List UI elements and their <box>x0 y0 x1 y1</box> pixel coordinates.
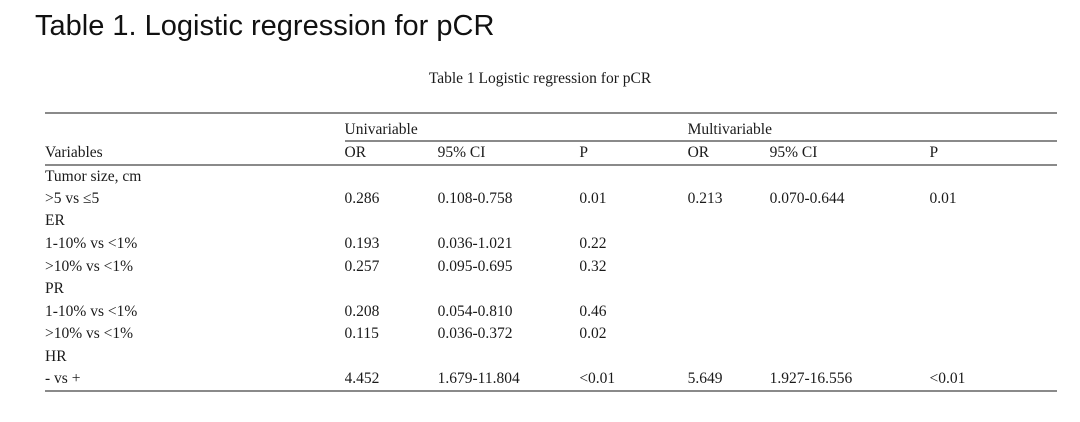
p-univariable-cell: 0.46 <box>579 302 607 320</box>
p-univariable-cell <box>579 278 687 301</box>
or-multivariable-cell <box>688 255 770 278</box>
or-multivariable-cell <box>688 165 770 188</box>
p-univariable-cell: 0.02 <box>579 325 607 343</box>
ci-univariable-cell: 0.054-0.810 <box>437 302 513 320</box>
ci-multivariable-cell <box>770 346 930 369</box>
or-multivariable-cell <box>688 323 770 346</box>
column-header-or-univariable: OR <box>344 141 438 166</box>
table-row: HR <box>45 346 1057 369</box>
group-header-row: Univariable Multivariable <box>45 113 1057 142</box>
or-univariable-cell <box>345 165 438 188</box>
or-univariable-cell: 0.193 <box>344 235 380 253</box>
column-header-row: Variables OR 95% CI P OR 95% CI P <box>45 141 1057 166</box>
ci-multivariable-cell: 1.927-16.556 <box>769 368 930 392</box>
ci-univariable-cell <box>438 210 580 233</box>
p-univariable-cell <box>579 210 687 233</box>
column-header-p-multivariable: P <box>929 141 1057 166</box>
ci-multivariable-cell <box>770 255 930 278</box>
variable-label-cell: ER <box>45 212 65 230</box>
ci-univariable-cell: 0.108-0.758 <box>437 189 513 207</box>
or-univariable-cell <box>345 346 438 369</box>
ci-multivariable-cell <box>770 278 930 301</box>
p-multivariable-cell <box>929 323 1057 346</box>
group-header-spacer <box>45 113 345 141</box>
or-univariable-cell: 0.208 <box>344 302 380 320</box>
variable-label-cell: >10% vs <1% <box>45 257 134 275</box>
variable-label-cell: Tumor size, cm <box>45 167 142 185</box>
ci-multivariable-cell <box>770 210 930 233</box>
column-header-ci-multivariable: 95% CI <box>769 141 930 166</box>
ci-univariable-cell: 0.095-0.695 <box>437 257 513 275</box>
column-header-p-univariable: P <box>579 141 688 166</box>
p-multivariable-cell <box>929 233 1057 256</box>
p-univariable-cell: <0.01 <box>579 368 688 392</box>
variable-label-cell: >5 vs ≤5 <box>45 189 100 207</box>
variable-label-cell: 1-10% vs <1% <box>45 302 138 320</box>
table-caption: Table 1 Logistic regression for pCR <box>428 70 652 87</box>
regression-table-container: Univariable Multivariable Variables OR 9… <box>45 112 1057 392</box>
ci-multivariable-cell <box>770 233 930 256</box>
or-multivariable-cell: 5.649 <box>687 368 770 392</box>
ci-univariable-cell: 0.036-1.021 <box>437 235 513 253</box>
table-row: >5 vs ≤5 0.286 0.108-0.758 0.01 0.213 0.… <box>45 188 1057 211</box>
or-multivariable-cell <box>688 233 770 256</box>
table-row: >10% vs <1% 0.257 0.095-0.695 0.32 <box>45 255 1057 278</box>
ci-univariable-cell <box>438 165 580 188</box>
column-header-or-multivariable: OR <box>687 141 770 166</box>
table-row: PR <box>45 278 1057 301</box>
ci-multivariable-cell: 0.070-0.644 <box>769 189 845 207</box>
p-multivariable-cell <box>929 278 1057 301</box>
ci-univariable-cell: 1.679-11.804 <box>437 368 580 392</box>
group-header-multivariable: Multivariable <box>687 113 1057 142</box>
ci-univariable-cell <box>438 346 580 369</box>
p-multivariable-cell <box>929 165 1057 188</box>
p-multivariable-cell <box>929 255 1057 278</box>
or-univariable-cell <box>345 278 438 301</box>
p-multivariable-cell: 0.01 <box>929 189 957 207</box>
or-multivariable-cell <box>688 301 770 324</box>
ci-univariable-cell <box>438 278 580 301</box>
or-multivariable-cell <box>688 278 770 301</box>
logistic-regression-table: Univariable Multivariable Variables OR 9… <box>45 112 1057 392</box>
variable-label-cell: HR <box>45 348 67 366</box>
variable-label-cell: PR <box>45 280 64 298</box>
p-univariable-cell <box>579 346 687 369</box>
variable-label-cell: - vs + <box>45 368 345 392</box>
or-multivariable-cell <box>688 346 770 369</box>
ci-multivariable-cell <box>770 165 930 188</box>
table-row: 1-10% vs <1% 0.208 0.054-0.810 0.46 <box>45 301 1057 324</box>
variable-label-cell: >10% vs <1% <box>45 325 134 343</box>
page-title: Table 1. Logistic regression for pCR <box>35 10 495 42</box>
column-header-ci-univariable: 95% CI <box>437 141 580 166</box>
or-multivariable-cell <box>688 210 770 233</box>
table-row: 1-10% vs <1% 0.193 0.036-1.021 0.22 <box>45 233 1057 256</box>
table-row: Tumor size, cm <box>45 165 1057 188</box>
group-header-univariable: Univariable <box>344 113 688 142</box>
table-row: ER <box>45 210 1057 233</box>
or-univariable-cell: 0.286 <box>344 189 380 207</box>
table-row: - vs + 4.452 1.679-11.804 <0.01 5.649 1.… <box>45 368 1057 392</box>
p-multivariable-cell <box>929 346 1057 369</box>
ci-multivariable-cell <box>770 301 930 324</box>
or-multivariable-cell: 0.213 <box>687 189 723 207</box>
p-univariable-cell: 0.32 <box>579 257 607 275</box>
or-univariable-cell: 0.115 <box>344 325 379 343</box>
p-univariable-cell: 0.22 <box>579 235 607 253</box>
variable-label-cell: 1-10% vs <1% <box>45 235 138 253</box>
column-header-variables: Variables <box>45 141 345 166</box>
table-row: >10% vs <1% 0.115 0.036-0.372 0.02 <box>45 323 1057 346</box>
ci-multivariable-cell <box>770 323 930 346</box>
p-univariable-cell <box>579 165 687 188</box>
or-univariable-cell: 4.452 <box>344 368 438 392</box>
or-univariable-cell <box>345 210 438 233</box>
p-multivariable-cell: <0.01 <box>929 368 1057 392</box>
ci-univariable-cell: 0.036-0.372 <box>437 325 513 343</box>
p-multivariable-cell <box>929 210 1057 233</box>
p-univariable-cell: 0.01 <box>579 189 607 207</box>
p-multivariable-cell <box>929 301 1057 324</box>
or-univariable-cell: 0.257 <box>344 257 380 275</box>
